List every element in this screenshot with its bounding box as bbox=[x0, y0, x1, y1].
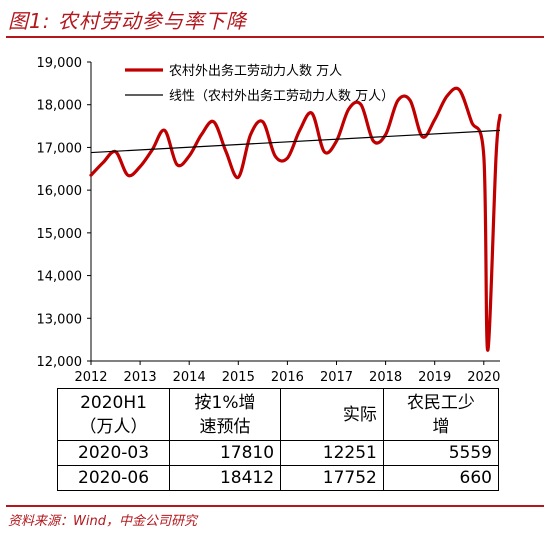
y-tick-label: 18,000 bbox=[37, 99, 83, 114]
table-cell: 17752 bbox=[280, 465, 384, 491]
header-estimate-line2: 速预估 bbox=[199, 416, 251, 437]
table-cell: 18412 bbox=[169, 465, 282, 491]
table-cell: 2020-06 bbox=[56, 465, 171, 491]
header-cell-period: 2020H1 （万人） bbox=[56, 388, 171, 441]
y-tick-label: 19,000 bbox=[37, 56, 83, 71]
figure-title: 图1: 农村劳动参与率下降 bbox=[8, 9, 247, 33]
table-header-row: 2020H1 （万人） 按1%增 速预估 实际 农民工少 增 bbox=[56, 388, 500, 441]
y-tick-label: 15,000 bbox=[37, 227, 83, 242]
footer-rule bbox=[6, 505, 544, 507]
table-cell: 5559 bbox=[382, 440, 500, 466]
header-cell-estimate: 按1%增 速预估 bbox=[169, 388, 282, 441]
x-tick-label: 2017 bbox=[320, 370, 353, 385]
x-tick-label: 2018 bbox=[369, 370, 402, 385]
line-chart: 12,000 13,000 14,000 15,000 16,000 17,000 18,0… bbox=[37, 56, 502, 385]
header-cell-actual: 实际 bbox=[280, 388, 384, 441]
header-estimate-line1: 按1%增 bbox=[194, 392, 256, 413]
y-tick-label: 13,000 bbox=[37, 312, 83, 327]
table-row: 2020-06 18412 17752 660 bbox=[56, 465, 500, 491]
title-rule bbox=[6, 36, 544, 38]
x-tick-label: 2012 bbox=[74, 370, 107, 385]
table-cell: 2020-03 bbox=[56, 440, 171, 466]
chart-series bbox=[89, 86, 502, 352]
y-tick-label: 16,000 bbox=[37, 184, 83, 199]
estimate-table: 2020H1 （万人） 按1%增 速预估 实际 农民工少 增 2020-03 1… bbox=[56, 388, 500, 491]
header-shortfall-line1: 农民工少 bbox=[406, 392, 475, 413]
y-tick-label: 14,000 bbox=[37, 270, 83, 285]
x-tick-label: 2020 bbox=[467, 370, 500, 385]
table-row: 2020-03 17810 12251 5559 bbox=[56, 440, 500, 466]
legend-label-linear-trend: 线性（农村外出务工劳动力人数 万人） bbox=[169, 88, 394, 104]
header-actual-line1: 实际 bbox=[342, 404, 377, 425]
x-tick-label: 2014 bbox=[173, 370, 206, 385]
table-cell: 660 bbox=[382, 465, 500, 491]
header-period-line2: （万人） bbox=[79, 416, 148, 437]
table-cell: 12251 bbox=[280, 440, 384, 466]
chart-ticks: 12,000 13,000 14,000 15,000 16,000 17,000 18,0… bbox=[37, 56, 501, 385]
x-tick-label: 2019 bbox=[418, 370, 451, 385]
y-tick-label: 12,000 bbox=[37, 355, 83, 370]
x-tick-label: 2016 bbox=[271, 370, 304, 385]
chart-axes bbox=[90, 62, 500, 362]
legend-label-migrant-workers: 农村外出务工劳动力人数 万人 bbox=[169, 63, 342, 79]
source-note: 资料来源：Wind，中金公司研究 bbox=[8, 514, 197, 529]
series-line-linear-trend bbox=[90, 129, 501, 154]
x-tick-label: 2013 bbox=[124, 370, 157, 385]
header-shortfall-line2: 增 bbox=[432, 416, 450, 437]
series-line-migrant-workers bbox=[89, 86, 502, 352]
header-cell-shortfall: 农民工少 增 bbox=[382, 388, 500, 441]
y-tick-label: 17,000 bbox=[37, 141, 83, 156]
table-cell: 17810 bbox=[169, 440, 282, 466]
x-tick-label: 2015 bbox=[222, 370, 255, 385]
header-period-line1: 2020H1 bbox=[80, 392, 147, 413]
